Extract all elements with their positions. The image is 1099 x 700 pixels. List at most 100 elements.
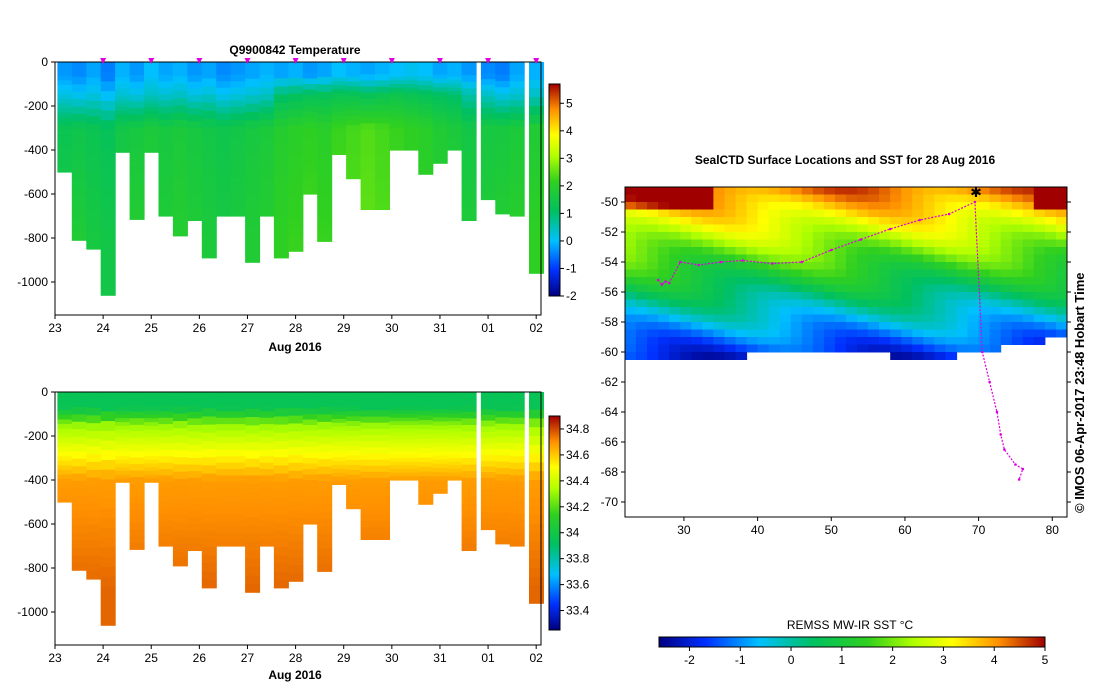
- sst-cell: [934, 284, 946, 293]
- sst-cell: [846, 344, 858, 353]
- profile-cell: [129, 212, 145, 220]
- profile-cell: [115, 99, 131, 104]
- colorbar-tick-label: 33.6: [566, 578, 590, 592]
- profile-cell: [245, 95, 261, 105]
- profile-cell: [273, 579, 289, 589]
- profile-cell: [331, 476, 347, 482]
- profile-cell: [158, 81, 174, 89]
- sst-cell: [713, 329, 725, 338]
- sst-cell: [934, 202, 946, 210]
- profile-cell: [288, 180, 304, 189]
- profile-cell: [144, 122, 159, 127]
- x-tick-label: 31: [433, 321, 447, 335]
- profile-cell: [495, 448, 511, 456]
- sst-cell: [713, 292, 725, 300]
- profile-cell: [495, 169, 511, 177]
- sst-cell: [702, 307, 714, 315]
- profile-cell: [100, 198, 116, 209]
- sst-cell: [890, 262, 902, 270]
- profile-cell: [245, 170, 261, 180]
- sst-cell: [691, 329, 703, 338]
- sst-cell: [691, 232, 703, 240]
- sst-cell: [934, 239, 946, 248]
- profile-cell: [288, 447, 304, 456]
- profile-cell: [158, 100, 174, 108]
- sst-cell: [801, 337, 814, 345]
- profile-cell: [230, 132, 246, 140]
- sst-cell: [658, 329, 670, 338]
- sst-cell: [956, 337, 969, 345]
- profile-cell: [100, 411, 116, 422]
- profile-cell: [100, 246, 116, 257]
- profile-cell: [187, 438, 203, 446]
- profile-cell: [100, 489, 116, 500]
- sst-cell: [934, 322, 946, 330]
- sst-cell: [801, 307, 814, 315]
- profile-cell: [57, 424, 73, 430]
- profile-cell: [187, 174, 203, 182]
- profile-cell: [495, 188, 511, 196]
- sst-cell: [1011, 337, 1024, 345]
- profile-cell: [115, 437, 131, 442]
- profile-cell: [129, 477, 145, 485]
- sst-cell: [647, 202, 659, 210]
- profile-cell: [346, 445, 362, 451]
- profile-cell: [129, 451, 145, 459]
- profile-cell: [480, 414, 496, 422]
- profile-cell: [144, 73, 159, 78]
- profile-cell: [259, 520, 275, 528]
- profile-cell: [187, 444, 203, 452]
- sst-cell: [768, 202, 781, 210]
- profile-cell: [346, 411, 362, 417]
- profile-cell: [389, 439, 405, 444]
- profile-cell: [172, 119, 188, 128]
- sst-cell: [636, 247, 648, 255]
- profile-cell: [245, 220, 261, 230]
- profile-cell: [480, 188, 496, 195]
- profile-cell: [158, 462, 174, 470]
- sst-cell: [735, 269, 748, 278]
- profile-cell: [273, 86, 289, 96]
- profile-cell: [144, 444, 159, 449]
- profile-cell: [389, 98, 405, 103]
- sst-cell: [790, 262, 803, 270]
- profile-cell: [495, 442, 511, 450]
- sst-cell: [1056, 194, 1067, 203]
- sst-cell: [658, 232, 670, 240]
- sst-cell: [812, 299, 825, 308]
- profile-cell: [86, 116, 102, 125]
- profile-cell: [172, 192, 188, 201]
- profile-cell: [172, 62, 188, 70]
- profile-cell: [259, 171, 275, 179]
- profile-cell: [529, 506, 544, 516]
- sst-cell: [1044, 292, 1057, 300]
- sst-cell: [835, 239, 847, 248]
- sst-cell: [857, 239, 869, 248]
- x-tick-label: 29: [337, 321, 351, 335]
- profile-cell: [331, 461, 347, 466]
- profile-cell: [273, 62, 289, 71]
- sst-cell: [1022, 337, 1035, 345]
- profile-cell: [216, 81, 232, 89]
- temperature-plot-frame: [54, 61, 542, 316]
- profile-cell: [529, 594, 544, 604]
- profile-cell: [403, 410, 419, 415]
- profile-cell: [418, 122, 434, 129]
- sst-cell: [669, 194, 681, 203]
- sst-cell: [945, 187, 958, 195]
- sst-cell: [812, 254, 825, 263]
- sst-cell: [890, 329, 902, 338]
- colorbar-tick-label: 34.2: [566, 500, 590, 514]
- sst-cell: [691, 202, 703, 210]
- profile-cell: [230, 488, 246, 496]
- sst-cell: [801, 314, 814, 323]
- profile-cell: [100, 266, 116, 277]
- sst-cell: [868, 217, 880, 225]
- sst-map-chart: SealCTD Surface Locations and SST for 28…: [601, 153, 1087, 667]
- sst-cell: [1044, 299, 1057, 308]
- profile-cell: [144, 392, 159, 397]
- sst-cell: [956, 322, 969, 330]
- profile-cell: [529, 132, 544, 142]
- profile-cell: [259, 417, 275, 425]
- profile-cell: [346, 469, 362, 476]
